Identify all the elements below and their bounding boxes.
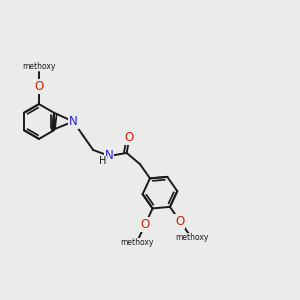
Text: O: O (175, 214, 184, 228)
Text: O: O (34, 80, 43, 93)
Text: methoxy: methoxy (120, 238, 153, 247)
Text: methoxy: methoxy (175, 233, 208, 242)
Text: N: N (69, 115, 78, 128)
Text: O: O (141, 218, 150, 231)
Text: N: N (104, 149, 113, 163)
Text: H: H (99, 156, 106, 167)
Text: O: O (125, 131, 134, 144)
Text: methoxy: methoxy (22, 62, 56, 71)
